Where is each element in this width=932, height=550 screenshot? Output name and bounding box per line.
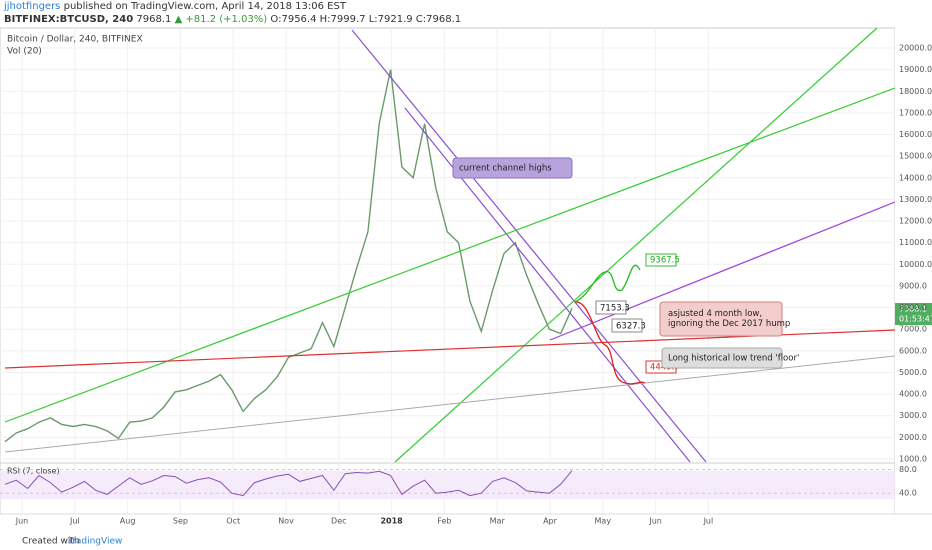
y-tick-label: 14000.0 [899, 173, 932, 182]
y-tick-label: 2000.0 [899, 433, 927, 442]
last: 7968.1 [136, 14, 172, 25]
footer: Created with [22, 537, 80, 547]
price-axis [895, 28, 932, 514]
rsi-band [0, 471, 895, 499]
x-tick-label: Sep [173, 517, 188, 526]
note-box [452, 157, 573, 179]
y-tick-label: 11000.0 [899, 238, 932, 247]
rsi-title: RSI (7, close) [7, 467, 60, 476]
publish-line: jjhotfingers published on TradingView.co… [4, 1, 346, 12]
price-note: 7153.3 [600, 304, 630, 314]
y-tick-label: 7000.0 [899, 325, 927, 334]
brand[interactable]: TradingView [67, 537, 122, 547]
x-tick-label: Jul [69, 517, 80, 526]
x-tick-label: May [595, 517, 612, 526]
y-tick-label: 20000.0 [899, 44, 932, 53]
x-tick-label: Jun [648, 517, 662, 526]
note: asjusted 4 month low, ignoring the Dec 20… [668, 309, 790, 329]
y-tick-label: 5000.0 [899, 368, 927, 377]
x-tick-label: Dec [331, 517, 346, 526]
y-tick-label: 1000.0 [899, 454, 927, 463]
ohlc: O:7956.4 H:7999.7 L:7921.9 C:7968.1 [270, 14, 462, 25]
x-tick-label: Feb [437, 517, 451, 526]
channel-high [351, 29, 707, 463]
x-tick-label: Mar [490, 517, 506, 526]
countdown: 01:53:47 [899, 315, 932, 324]
symbol: BITFINEX:BTCUSD, 240 [4, 14, 134, 25]
published: published on TradingView.com, April 14, … [63, 1, 346, 12]
y-tick-label: 16000.0 [899, 130, 932, 139]
rsi-tick-label: 80.0 [899, 465, 917, 474]
note: current channel highs [459, 164, 552, 174]
x-tick-label: Aug [120, 517, 136, 526]
rsi-tick-label: 40.0 [899, 489, 917, 498]
rsi-line [4, 470, 573, 497]
y-tick-label: 17000.0 [899, 108, 932, 117]
y-tick-label: 9000.0 [899, 281, 927, 290]
price-label: 7968.1 [899, 305, 927, 314]
pane-frame [0, 27, 896, 515]
y-tick-label: 4000.0 [899, 390, 927, 399]
y-tick-label: 10000.0 [899, 260, 932, 269]
price-note-box [645, 253, 677, 267]
y-tick-label: 6000.0 [899, 346, 927, 355]
price-note: 6327.3 [616, 322, 646, 332]
channel-low [549, 201, 896, 341]
y-tick-label: 13000.0 [899, 195, 932, 204]
price-badge [895, 303, 932, 325]
y-tick-label: 12000.0 [899, 217, 932, 226]
y-tick-label: 8000.0 [899, 303, 927, 312]
y-tick-label: 3000.0 [899, 411, 927, 420]
y-tick-label: 15000.0 [899, 152, 932, 161]
note-box [659, 301, 783, 337]
price-line [4, 69, 573, 443]
chart-title: Bitcoin / Dollar, 240, BITFINEX [7, 35, 143, 45]
note: Long historical low trend 'floor' [668, 354, 799, 364]
green-projection [574, 264, 641, 303]
x-tick-label: Nov [278, 517, 294, 526]
x-tick-label: Jun [15, 517, 29, 526]
green-trend-2 [394, 27, 878, 463]
author[interactable]: jjhotfingers [4, 1, 61, 12]
price-note: 9367.5 [650, 256, 680, 266]
x-tick-label: 2018 [380, 517, 403, 526]
x-tick-label: Jul [703, 517, 714, 526]
red-projection [574, 301, 646, 385]
price-note-box [611, 318, 643, 333]
x-tick-label: Apr [543, 517, 558, 526]
grey-floor [4, 355, 896, 453]
change: ▲ +81.2 (+1.03%) [174, 14, 268, 25]
symbol-line: BITFINEX:BTCUSD, 240 7968.1 ▲ +81.2 (+1.… [4, 14, 461, 25]
green-trend [4, 87, 896, 423]
y-tick-label: 18000.0 [899, 87, 932, 96]
x-tick-label: Oct [226, 517, 240, 526]
y-tick-label: 19000.0 [899, 65, 932, 74]
vol-label: Vol (20) [7, 47, 42, 57]
note-box [661, 347, 783, 369]
price-note-box [595, 300, 627, 315]
